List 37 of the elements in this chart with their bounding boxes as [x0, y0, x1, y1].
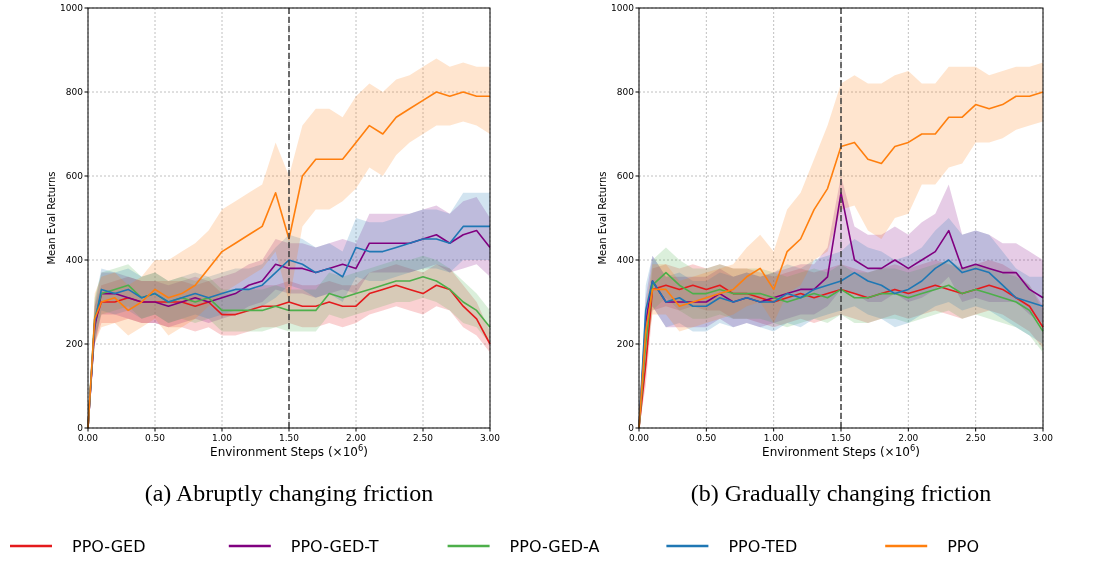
y-tick-label: 0 [628, 423, 635, 433]
y-tick-label: 200 [616, 339, 635, 349]
y-tick-label: 1000 [611, 3, 635, 13]
x-tick-label: 2.00 [898, 433, 919, 443]
text: (a) Abruptly changing friction [144, 480, 434, 506]
y-tick-label: 800 [65, 87, 84, 97]
y-tick-label: 800 [616, 87, 635, 97]
legend-label: PPO-TED [728, 537, 798, 556]
text: (b) Gradually changing friction [690, 480, 992, 506]
x-axis-title: Environment Steps (×10$^{6}$) [762, 443, 920, 459]
y-axis-title: Mean Eval Returns [46, 171, 57, 265]
x-tick-label: 3.00 [1032, 433, 1054, 443]
y-tick-label: 1000 [60, 3, 84, 13]
x-tick-label: 2.00 [345, 433, 367, 443]
y-tick-label: 400 [616, 255, 635, 265]
x-tick-label: 0.50 [696, 433, 717, 443]
legend-label: PPO-GED [72, 537, 146, 556]
x-tick-label: 2.50 [412, 433, 434, 443]
x-tick-label: 3.00 [479, 433, 501, 443]
y-axis-title: Mean Eval Returns [597, 171, 608, 265]
x-tick-label: 0.00 [77, 433, 99, 443]
legend-label: PPO-GED-T [290, 537, 379, 556]
y-tick-label: 600 [616, 171, 635, 181]
x-tick-label: 1.50 [278, 433, 300, 443]
x-tick-label: 1.50 [830, 433, 852, 443]
legend-label: PPO-GED-A [509, 537, 600, 556]
y-tick-label: 600 [65, 171, 84, 181]
x-tick-label: 0.00 [628, 433, 650, 443]
x-axis-title: Environment Steps (×10$^{6}$) [210, 443, 368, 459]
x-tick-label: 1.00 [763, 433, 784, 443]
x-tick-label: 2.50 [965, 433, 986, 443]
y-tick-label: 0 [77, 423, 84, 433]
x-tick-label: 0.50 [144, 433, 166, 443]
legend-label: PPO [947, 537, 980, 556]
y-tick-label: 200 [65, 339, 84, 349]
y-tick-label: 400 [65, 255, 84, 265]
x-tick-label: 1.00 [211, 433, 233, 443]
